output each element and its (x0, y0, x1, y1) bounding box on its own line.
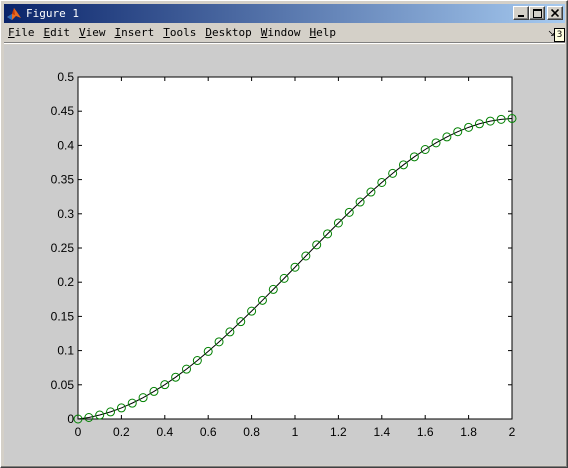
data-point (399, 160, 408, 170)
menu-insert[interactable]: Insert (114, 26, 155, 39)
menu-bar: File Edit View Insert Tools Desktop Wind… (4, 23, 565, 43)
menu-file[interactable]: File (8, 26, 35, 39)
y-tick-label: 0.3 (57, 207, 74, 221)
data-point (409, 152, 419, 162)
data-point (388, 168, 398, 178)
menu-edit[interactable]: Edit (43, 26, 71, 39)
data-point (355, 197, 365, 207)
figure-canvas[interactable]: 0 0.2 0.4 0.6 0.8 1 1.2 1.4 1.6 1.8 2 0 0.05 0.1 0.15 0… (4, 45, 565, 465)
data-point (333, 218, 343, 228)
y-tick-label: 0.45 (51, 104, 75, 118)
data-point (138, 393, 148, 403)
data-point (116, 403, 126, 413)
data-point (84, 412, 94, 422)
data-point (431, 138, 441, 148)
data-point (247, 306, 257, 316)
data-point (203, 346, 213, 356)
corner-badge[interactable]: 3 (554, 28, 565, 42)
x-tick-label: 0.8 (243, 425, 260, 439)
x-tick-label: 0 (75, 425, 82, 439)
data-point (236, 317, 246, 327)
data-point (420, 145, 430, 155)
maximize-icon (532, 8, 542, 18)
minimize-icon (518, 15, 524, 17)
y-tick-label: 0 (67, 412, 74, 426)
menu-desktop[interactable]: Desktop (205, 26, 252, 39)
minimize-button[interactable] (513, 6, 529, 20)
data-point (301, 251, 311, 261)
data-point (149, 386, 159, 396)
matlab-logo-icon[interactable] (6, 6, 22, 22)
data-point (453, 127, 463, 137)
y-tick-label: 0.15 (51, 309, 75, 323)
x-tick-label: 1.6 (417, 425, 434, 439)
dock-arrow-icon[interactable]: ↘ (547, 29, 555, 39)
data-point (257, 295, 267, 305)
menu-view[interactable]: View (79, 26, 106, 39)
y-tick-label: 0.25 (51, 241, 75, 255)
data-point (474, 119, 484, 129)
y-tick-label: 0.35 (51, 173, 75, 187)
menu-help[interactable]: Help (309, 26, 337, 39)
data-point (160, 380, 170, 390)
data-point (268, 284, 278, 294)
x-tick-label: 0.4 (156, 425, 173, 439)
x-tick-label: 1.8 (460, 425, 477, 439)
x-tick-label: 1.4 (373, 425, 390, 439)
x-tick-label: 0.2 (113, 425, 130, 439)
data-point (496, 114, 506, 124)
data-point (377, 177, 387, 187)
data-point (442, 132, 452, 142)
y-tick-label: 0.4 (57, 138, 74, 152)
data-point (290, 262, 300, 272)
x-tick-label: 2 (509, 425, 516, 439)
data-point (214, 337, 224, 347)
data-point (312, 240, 322, 250)
y-tick-label: 0.2 (57, 275, 74, 289)
data-point (171, 372, 181, 382)
data-point (127, 398, 137, 408)
close-icon (551, 9, 559, 17)
data-point (95, 410, 105, 420)
plot-area[interactable]: 0 0.2 0.4 0.6 0.8 1 1.2 1.4 1.6 1.8 2 0 0.05 0.1 0.15 0… (4, 45, 565, 465)
menu-window[interactable]: Window (260, 26, 301, 39)
data-point (106, 407, 116, 417)
data-point (279, 273, 289, 283)
data-point (464, 122, 474, 132)
data-point (366, 187, 376, 197)
x-tick-label: 0.6 (200, 425, 217, 439)
y-tick-label: 0.1 (57, 344, 74, 358)
data-point (344, 207, 354, 217)
data-point (73, 414, 83, 424)
title-bar[interactable]: Figure 1 (4, 4, 565, 23)
close-button[interactable] (547, 6, 563, 20)
data-point (192, 356, 202, 366)
data-point (225, 327, 235, 337)
data-point (507, 113, 517, 123)
data-point (182, 364, 191, 374)
maximize-button[interactable] (529, 6, 545, 20)
y-tick-label: 0.5 (57, 70, 74, 84)
data-point (485, 116, 495, 126)
menu-tools[interactable]: Tools (163, 26, 197, 39)
axes-box (77, 76, 513, 420)
x-tick-label: 1 (292, 425, 299, 439)
data-point (323, 229, 333, 239)
x-tick-label: 1.2 (330, 425, 347, 439)
y-tick-label: 0.05 (51, 378, 75, 392)
window-title: Figure 1 (26, 7, 79, 20)
